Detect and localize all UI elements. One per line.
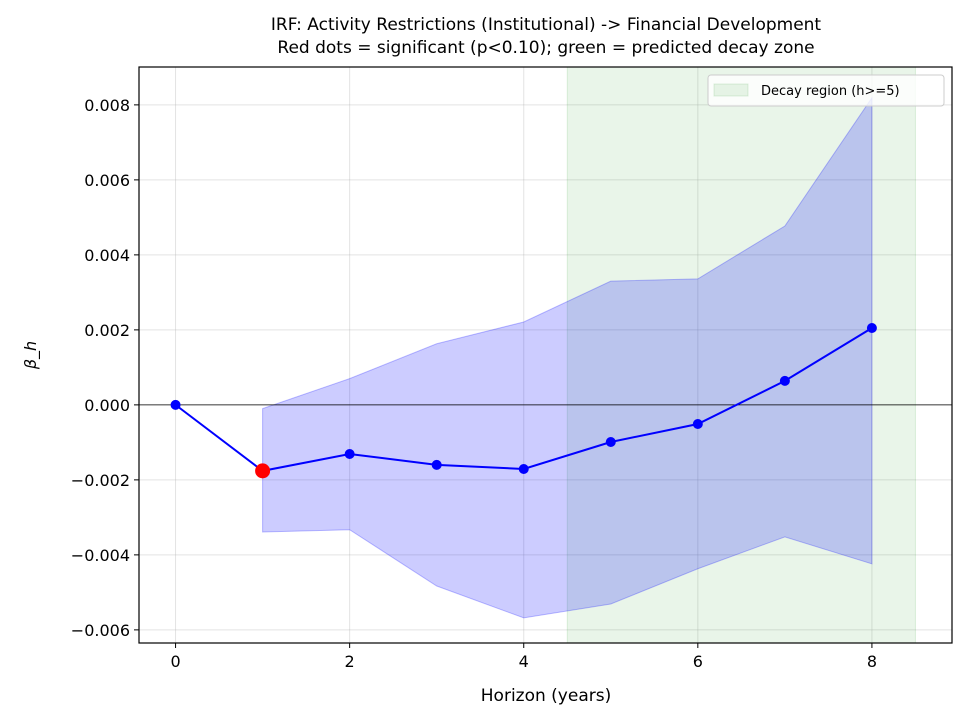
legend: Decay region (h>=5) bbox=[707, 74, 945, 107]
x-tick-label: 6 bbox=[693, 652, 703, 671]
x-tick-label: 4 bbox=[519, 652, 529, 671]
irf-point bbox=[866, 323, 877, 333]
x-tick-label: 8 bbox=[867, 652, 877, 671]
y-tick-label: −0.004 bbox=[71, 546, 130, 565]
irf-point bbox=[431, 459, 442, 470]
x-tick-label: 0 bbox=[170, 652, 180, 671]
y-tick-label: 0.006 bbox=[84, 171, 130, 190]
y-tick-label: −0.002 bbox=[71, 471, 130, 490]
significant-point bbox=[255, 463, 271, 479]
plot-area: 0 2 4 6 8 −0.006 −0.004 −0.002 0.000 0.002 0.004 0.… bbox=[71, 66, 953, 671]
chart-title: IRF: Activity Restrictions (Institutiona… bbox=[271, 15, 822, 35]
legend-label-decay: Decay region (h>=5) bbox=[761, 84, 900, 99]
plot-frame bbox=[138, 66, 953, 644]
irf-point bbox=[518, 464, 529, 474]
y-tick-label: −0.006 bbox=[71, 621, 130, 640]
y-tick-label: 0.004 bbox=[84, 246, 130, 265]
irf-point bbox=[779, 375, 790, 386]
irf-point bbox=[170, 399, 181, 410]
x-axis-label: Horizon (years) bbox=[481, 686, 611, 706]
irf-point bbox=[344, 449, 355, 459]
y-tick-label: 0.008 bbox=[84, 96, 130, 115]
chart-subtitle: Red dots = significant (p<0.10); green =… bbox=[277, 38, 814, 58]
confidence-band bbox=[262, 96, 873, 619]
irf-point bbox=[605, 437, 616, 447]
y-tick-label: 0.002 bbox=[84, 321, 130, 340]
irf-point bbox=[692, 419, 703, 429]
x-tick-label: 2 bbox=[345, 652, 355, 671]
legend-box bbox=[707, 74, 945, 107]
y-tick-label: 0.000 bbox=[84, 396, 130, 415]
decay-region bbox=[566, 66, 916, 644]
legend-swatch-decay bbox=[713, 83, 749, 97]
y-axis-label: β_h bbox=[21, 341, 41, 370]
